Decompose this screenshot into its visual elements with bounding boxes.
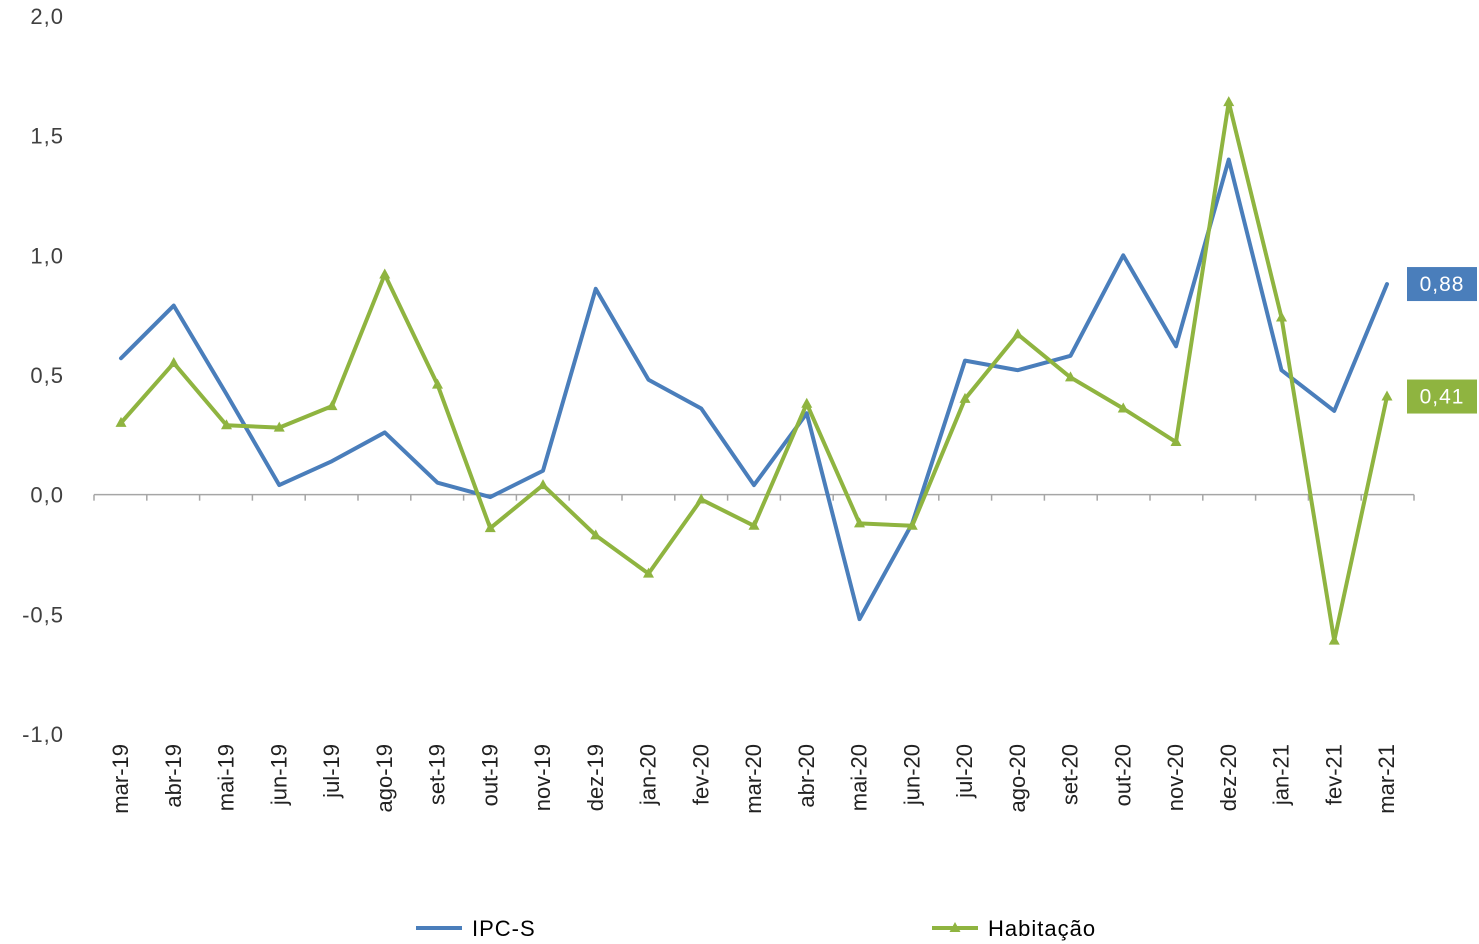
data-point-marker xyxy=(590,529,602,540)
y-axis: 2,0 1,5 1,0 0,5 0,0 -0,5 -1,0 xyxy=(22,4,64,747)
legend-label: Habitação xyxy=(988,916,1096,941)
x-tick-label: abr-19 xyxy=(161,744,186,808)
x-tick-label: mar-19 xyxy=(108,744,133,814)
x-tick-label: ago-19 xyxy=(372,744,397,813)
legend-marker xyxy=(949,922,961,932)
x-tick-label: jul-20 xyxy=(952,744,977,799)
end-value-label: 0,41 xyxy=(1407,379,1477,414)
data-point-marker xyxy=(537,479,549,490)
x-tick-label: mar-20 xyxy=(741,744,766,814)
x-tick-label: fev-21 xyxy=(1321,744,1346,805)
data-point-marker xyxy=(221,419,232,430)
x-tick-label: mar-21 xyxy=(1374,744,1399,814)
data-point-marker xyxy=(168,357,180,368)
x-tick-label: ago-20 xyxy=(1005,744,1030,813)
x-tick-label: out-20 xyxy=(1110,744,1135,806)
x-tick-label: mai-19 xyxy=(214,744,239,811)
x-tick-label: abr-20 xyxy=(794,744,819,808)
y-tick-label: -0,5 xyxy=(22,602,64,627)
x-tick-label: nov-20 xyxy=(1163,744,1188,811)
data-point-marker xyxy=(326,400,338,411)
data-point-marker xyxy=(1170,436,1182,447)
x-tick-label: dez-20 xyxy=(1216,744,1241,811)
y-tick-label: 1,5 xyxy=(30,124,64,149)
x-tick-label: mai-20 xyxy=(847,744,872,811)
data-point-marker xyxy=(1223,96,1235,107)
y-tick-label: 0,5 xyxy=(30,363,64,388)
data-point-marker xyxy=(1117,402,1129,413)
y-tick-label: 0,0 xyxy=(30,483,64,508)
data-point-marker xyxy=(432,378,443,389)
y-tick-label: -1,0 xyxy=(22,722,64,747)
x-tick-label: jul-19 xyxy=(319,744,344,799)
data-point-marker xyxy=(484,522,496,533)
x-tick-label: jan-20 xyxy=(636,744,661,806)
x-axis: mar-19 abr-19 mai-19 jun-19 jul-19 ago-19 set-… xyxy=(93,493,1415,814)
data-point-marker xyxy=(643,567,654,578)
series-line xyxy=(119,157,1389,622)
data-point-marker xyxy=(854,517,865,528)
data-point-marker xyxy=(959,392,971,403)
data-point-marker xyxy=(906,519,918,530)
y-tick-label: 1,0 xyxy=(30,243,64,268)
end-label-text: 0,41 xyxy=(1420,386,1465,409)
x-tick-label: jun-20 xyxy=(899,744,924,806)
data-point-marker xyxy=(1381,390,1393,401)
data-point-marker xyxy=(273,421,285,432)
series-line xyxy=(119,100,1389,643)
legend-entry: IPC-S xyxy=(416,916,536,941)
x-tick-label: dez-19 xyxy=(583,744,608,811)
legend-entry: Habitação xyxy=(932,916,1096,941)
data-point-marker xyxy=(1328,634,1340,645)
end-label-text: 0,88 xyxy=(1420,273,1465,296)
x-tick-label: out-19 xyxy=(477,744,502,806)
data-point-marker xyxy=(748,519,760,530)
x-tick-label: jun-19 xyxy=(266,744,291,806)
data-point-marker xyxy=(1012,328,1024,339)
end-label-box xyxy=(1407,379,1477,414)
data-point-marker xyxy=(695,493,707,504)
x-tick-label: fev-20 xyxy=(688,744,713,805)
x-tick-label: jan-21 xyxy=(1269,744,1294,806)
data-point-marker xyxy=(801,397,813,408)
data-point-marker xyxy=(115,416,127,427)
plot-area xyxy=(115,96,1393,645)
y-tick-label: 2,0 xyxy=(30,4,64,29)
end-label-box xyxy=(1407,267,1477,302)
data-point-marker xyxy=(1065,371,1076,382)
x-tick-label: set-19 xyxy=(425,744,450,805)
series-habitacao xyxy=(115,96,1393,645)
x-tick-label: nov-19 xyxy=(530,744,555,811)
legend: IPC-S Habitação xyxy=(416,916,1096,941)
x-tick-label: set-20 xyxy=(1058,744,1083,805)
end-labels: 0,88 0,41 xyxy=(1407,267,1477,414)
end-value-label: 0,88 xyxy=(1407,267,1477,302)
data-point-marker xyxy=(379,268,391,279)
series-ipc-s xyxy=(119,157,1389,622)
data-point-marker xyxy=(1276,311,1287,322)
legend-label: IPC-S xyxy=(472,916,536,941)
